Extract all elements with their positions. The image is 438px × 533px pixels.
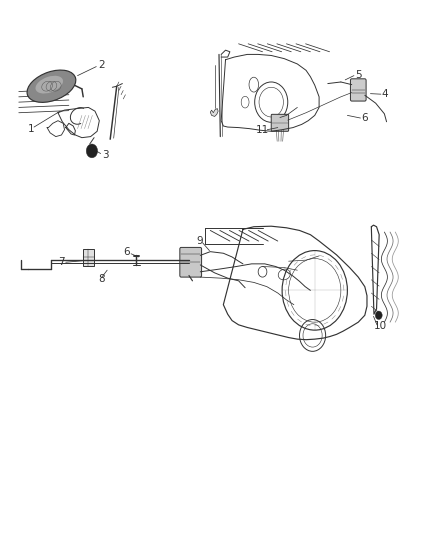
Circle shape	[86, 144, 98, 158]
FancyBboxPatch shape	[180, 247, 201, 277]
Polygon shape	[210, 109, 218, 116]
Circle shape	[375, 311, 382, 319]
Text: 5: 5	[355, 70, 362, 79]
FancyBboxPatch shape	[83, 249, 94, 266]
Text: 10: 10	[374, 321, 387, 331]
Text: 6: 6	[124, 247, 130, 257]
Text: 6: 6	[361, 113, 368, 123]
FancyBboxPatch shape	[271, 114, 289, 131]
Text: 7: 7	[58, 257, 65, 267]
Ellipse shape	[27, 70, 76, 102]
Text: 11: 11	[256, 125, 269, 135]
Text: 8: 8	[98, 274, 105, 284]
Text: 3: 3	[102, 150, 109, 160]
FancyBboxPatch shape	[350, 79, 366, 101]
Text: 2: 2	[98, 60, 105, 70]
Ellipse shape	[35, 76, 63, 93]
Text: 9: 9	[196, 236, 203, 246]
Text: 4: 4	[381, 89, 388, 99]
Text: 1: 1	[28, 124, 34, 134]
